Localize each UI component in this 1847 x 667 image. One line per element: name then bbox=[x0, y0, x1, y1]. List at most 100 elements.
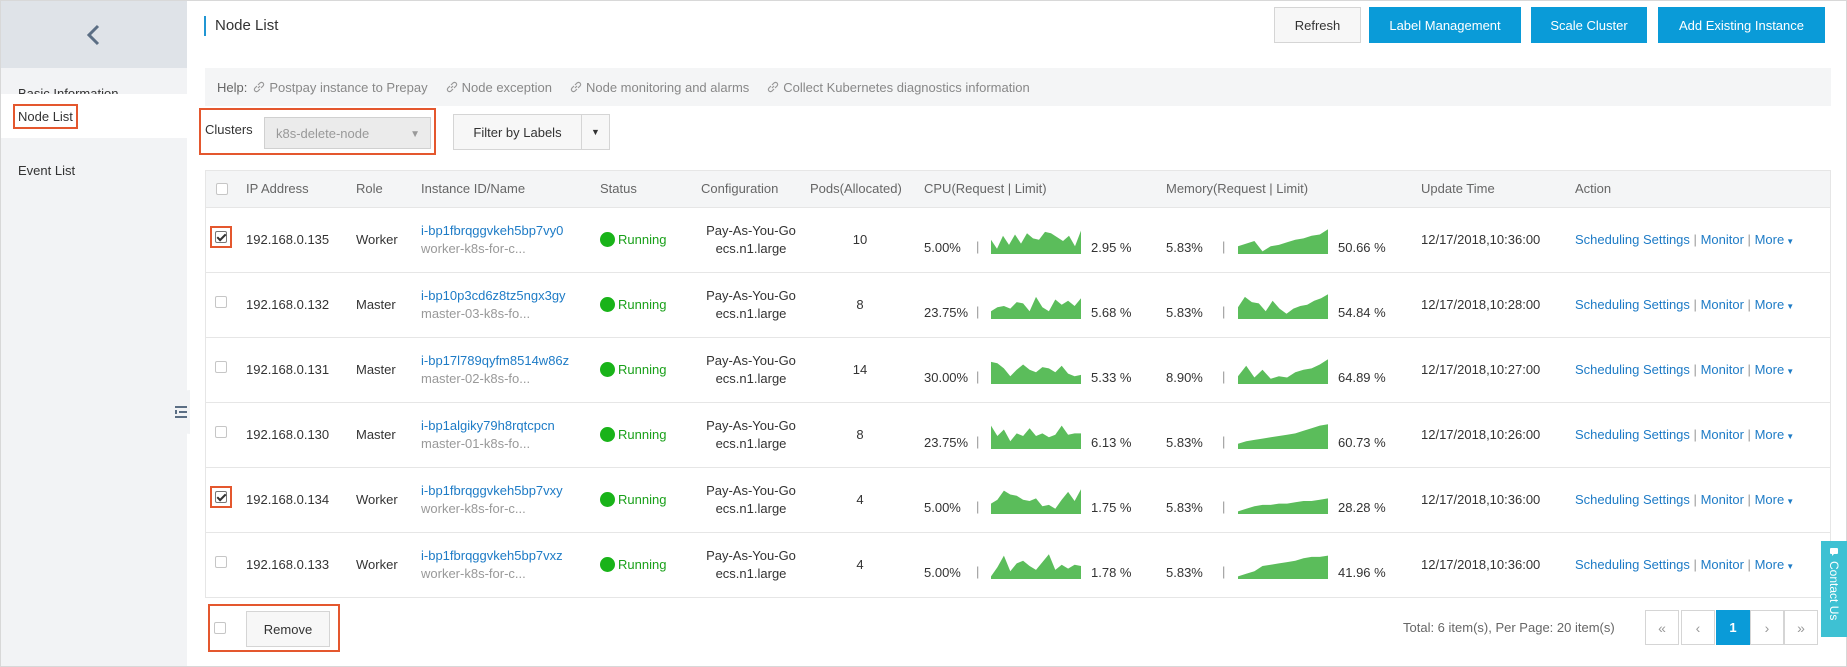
cpu-sparkline-chart bbox=[991, 296, 1081, 319]
help-link-node-monitoring[interactable]: Node monitoring and alarms bbox=[570, 80, 749, 95]
monitor-link[interactable]: Monitor bbox=[1700, 492, 1744, 507]
row-checkbox[interactable] bbox=[215, 426, 227, 438]
row-actions: Scheduling Settings | Monitor | More ▼ bbox=[1575, 557, 1794, 572]
more-dropdown[interactable]: More ▼ bbox=[1755, 557, 1795, 572]
col-ip-address: IP Address bbox=[246, 181, 309, 196]
memory-sparkline bbox=[1238, 356, 1328, 387]
ip-address: 192.168.0.135 bbox=[246, 232, 330, 247]
divider: | bbox=[1222, 239, 1226, 254]
more-dropdown[interactable]: More ▼ bbox=[1755, 492, 1795, 507]
table-header: IP Address Role Instance ID/Name Status … bbox=[205, 170, 1831, 208]
monitor-link[interactable]: Monitor bbox=[1700, 362, 1744, 377]
table-row[interactable]: 192.168.0.134 Worker i-bp1fbrqggvkeh5bp7vx… bbox=[205, 468, 1831, 533]
instance-spec: ecs.n1.large bbox=[715, 371, 787, 386]
col-status: Status bbox=[600, 181, 637, 196]
row-checkbox[interactable] bbox=[215, 361, 227, 373]
status: Running bbox=[600, 491, 666, 508]
more-label: More bbox=[1754, 232, 1785, 247]
sidebar-item-event-list[interactable]: Event List bbox=[1, 148, 187, 192]
scheduling-settings-link[interactable]: Scheduling Settings bbox=[1575, 427, 1690, 442]
more-dropdown[interactable]: More ▼ bbox=[1755, 232, 1795, 247]
divider: | bbox=[1747, 297, 1751, 312]
divider: | bbox=[1693, 427, 1697, 442]
memory-sparkline-chart bbox=[1238, 229, 1328, 254]
row-checkbox[interactable] bbox=[215, 296, 227, 308]
instance-id-link[interactable]: i-bp1algiky79h8rqtcpcn bbox=[421, 418, 555, 433]
pager-current[interactable]: 1 bbox=[1716, 610, 1750, 645]
pager-next[interactable]: › bbox=[1750, 610, 1784, 645]
table-row[interactable]: 192.168.0.132 Master i-bp10p3cd6z8tz5ngx3g… bbox=[205, 273, 1831, 338]
divider: | bbox=[1747, 557, 1751, 572]
contact-us-tab[interactable]: Contact Us bbox=[1821, 541, 1847, 637]
row-checkbox[interactable] bbox=[215, 556, 227, 568]
table-row[interactable]: 192.168.0.130 Master i-bp1algiky79h8rqtcpc… bbox=[205, 403, 1831, 468]
instance-id-link[interactable]: i-bp1fbrqggvkeh5bp7vxz bbox=[421, 548, 563, 563]
collapse-sidebar-toggle[interactable] bbox=[172, 390, 190, 434]
memory-limit: 41.96 % bbox=[1338, 565, 1386, 580]
help-label: Help: bbox=[217, 79, 248, 95]
instance-spec: ecs.n1.large bbox=[715, 306, 787, 321]
checkbox-highlight bbox=[210, 226, 232, 248]
monitor-link[interactable]: Monitor bbox=[1700, 297, 1744, 312]
table-row[interactable]: 192.168.0.131 Master i-bp17l789qyfm8514w86… bbox=[205, 338, 1831, 403]
help-link-collect-diagnostics[interactable]: Collect Kubernetes diagnostics informati… bbox=[767, 79, 1030, 95]
scheduling-settings-link[interactable]: Scheduling Settings bbox=[1575, 232, 1690, 247]
row-actions: Scheduling Settings | Monitor | More ▼ bbox=[1575, 492, 1794, 507]
caret-down-icon: ▼ bbox=[410, 129, 420, 140]
cpu-limit: 5.68 % bbox=[1091, 305, 1132, 320]
back-button[interactable] bbox=[1, 1, 187, 68]
link-icon bbox=[768, 81, 779, 93]
instance-name: master-01-k8s-fo... bbox=[421, 436, 531, 451]
row-checkbox[interactable] bbox=[215, 231, 227, 243]
label-management-button[interactable]: Label Management bbox=[1369, 7, 1521, 43]
pager-first[interactable]: « bbox=[1645, 610, 1679, 645]
role: Worker bbox=[356, 232, 398, 247]
more-dropdown[interactable]: More ▼ bbox=[1755, 297, 1795, 312]
cpu-sparkline bbox=[991, 486, 1081, 517]
cpu-limit: 2.95 % bbox=[1091, 240, 1132, 255]
divider: | bbox=[976, 564, 980, 579]
pods-allocated: 8 bbox=[856, 427, 864, 442]
sidebar-item-node-list[interactable]: Node List bbox=[1, 94, 187, 138]
remove-button[interactable]: Remove bbox=[246, 611, 330, 647]
memory-limit: 60.73 % bbox=[1338, 435, 1386, 450]
scale-cluster-button[interactable]: Scale Cluster bbox=[1531, 7, 1647, 43]
row-actions: Scheduling Settings | Monitor | More ▼ bbox=[1575, 362, 1794, 377]
instance-id-link[interactable]: i-bp17l789qyfm8514w86z bbox=[421, 353, 570, 368]
table-row[interactable]: 192.168.0.135 Worker i-bp1fbrqggvkeh5bp7vy… bbox=[205, 208, 1831, 273]
cluster-select[interactable]: k8s-delete-node ▼ bbox=[264, 117, 431, 149]
cpu-request: 23.75% bbox=[924, 305, 969, 320]
table-row[interactable]: 192.168.0.133 Worker i-bp1fbrqggvkeh5bp7vx… bbox=[205, 533, 1831, 598]
monitor-link[interactable]: Monitor bbox=[1700, 427, 1744, 442]
instance-id-link[interactable]: i-bp10p3cd6z8tz5ngx3gy bbox=[421, 288, 566, 303]
scheduling-settings-link[interactable]: Scheduling Settings bbox=[1575, 492, 1690, 507]
scheduling-settings-link[interactable]: Scheduling Settings bbox=[1575, 297, 1690, 312]
instance-id-link[interactable]: i-bp1fbrqggvkeh5bp7vxy bbox=[421, 483, 563, 498]
more-dropdown[interactable]: More ▼ bbox=[1755, 362, 1795, 377]
more-label: More bbox=[1754, 297, 1785, 312]
help-link-label: Postpay instance to Prepay bbox=[269, 79, 428, 95]
instance-id-link[interactable]: i-bp1fbrqggvkeh5bp7vy0 bbox=[421, 223, 564, 238]
help-link-postpay[interactable]: Postpay instance to Prepay bbox=[253, 79, 428, 95]
add-existing-instance-button[interactable]: Add Existing Instance bbox=[1658, 7, 1825, 43]
pager-last[interactable]: » bbox=[1784, 610, 1818, 645]
row-checkbox[interactable] bbox=[215, 491, 227, 503]
help-link-node-exception[interactable]: Node exception bbox=[446, 80, 552, 95]
filter-by-labels-button[interactable]: Filter by Labels ▼ bbox=[453, 114, 610, 150]
select-all-checkbox[interactable] bbox=[216, 183, 228, 195]
refresh-button[interactable]: Refresh bbox=[1274, 7, 1361, 43]
pager-prev[interactable]: ‹ bbox=[1681, 610, 1715, 645]
cpu-request: 5.00% bbox=[924, 240, 961, 255]
contact-us-label: Contact Us bbox=[1827, 561, 1841, 621]
more-dropdown[interactable]: More ▼ bbox=[1755, 427, 1795, 442]
monitor-link[interactable]: Monitor bbox=[1700, 232, 1744, 247]
scheduling-settings-link[interactable]: Scheduling Settings bbox=[1575, 557, 1690, 572]
monitor-link[interactable]: Monitor bbox=[1700, 557, 1744, 572]
divider: | bbox=[1747, 232, 1751, 247]
footer-select-all-checkbox[interactable] bbox=[214, 622, 226, 634]
pods-allocated: 4 bbox=[856, 492, 864, 507]
help-link-label: Collect Kubernetes diagnostics informati… bbox=[783, 79, 1030, 95]
caret-down-icon[interactable]: ▼ bbox=[591, 127, 600, 137]
memory-sparkline bbox=[1238, 486, 1328, 517]
scheduling-settings-link[interactable]: Scheduling Settings bbox=[1575, 362, 1690, 377]
